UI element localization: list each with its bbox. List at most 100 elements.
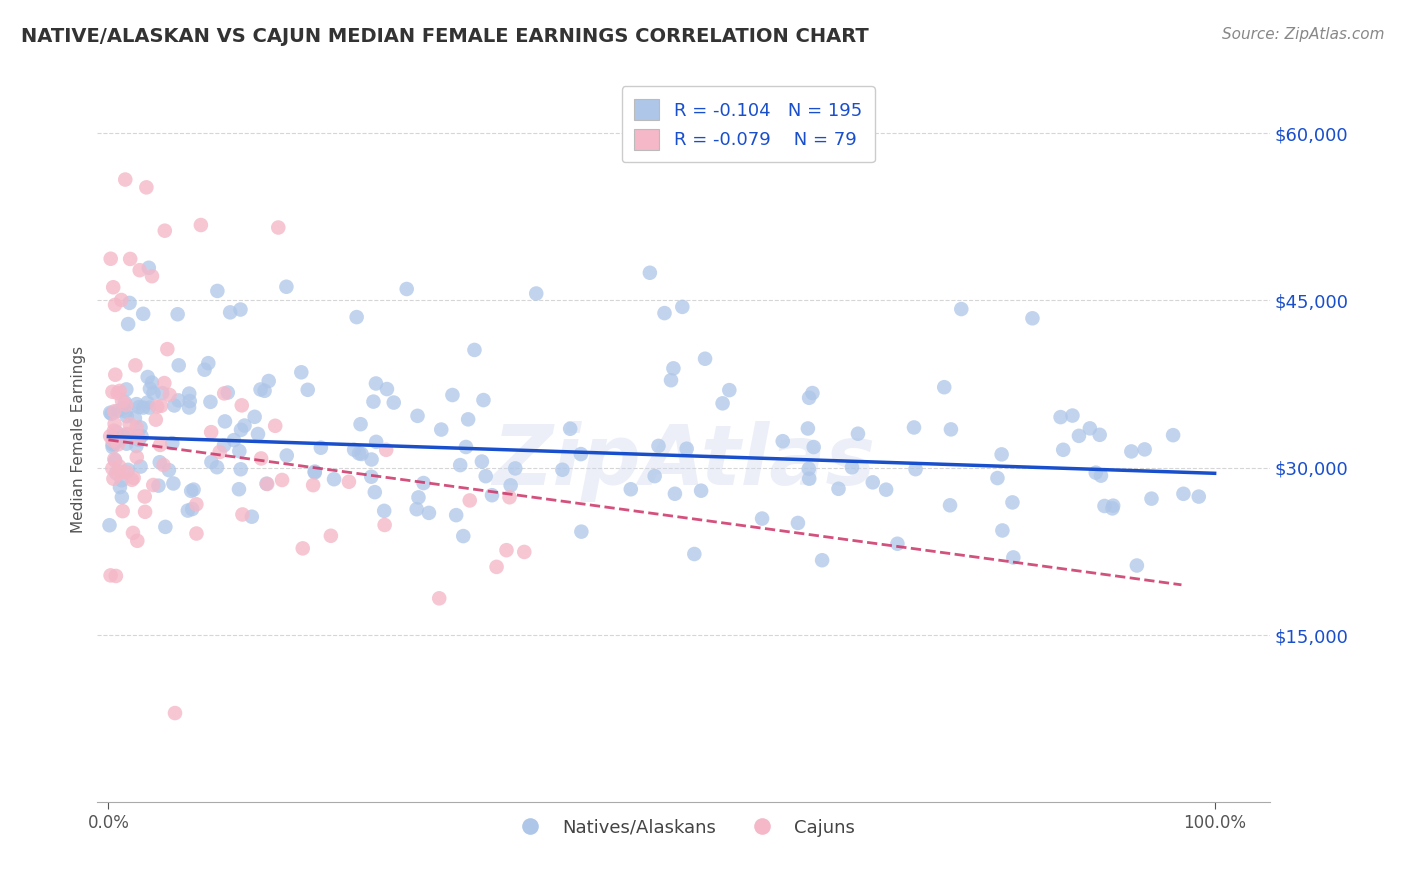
Point — [129, 420, 152, 434]
Point — [862, 475, 884, 490]
Point — [124, 411, 146, 425]
Point — [659, 373, 682, 387]
Point — [104, 417, 127, 431]
Point — [427, 591, 450, 606]
Point — [1133, 442, 1156, 457]
Point — [127, 429, 149, 443]
Point — [115, 436, 138, 450]
Text: ZipAtlas: ZipAtlas — [492, 421, 875, 502]
Point — [153, 376, 176, 390]
Point — [108, 459, 131, 474]
Point — [683, 547, 706, 561]
Point — [98, 429, 121, 443]
Point — [886, 537, 908, 551]
Point — [875, 483, 897, 497]
Text: Source: ZipAtlas.com: Source: ZipAtlas.com — [1222, 27, 1385, 42]
Point — [129, 459, 152, 474]
Point — [179, 394, 201, 409]
Point — [408, 491, 430, 505]
Point — [150, 386, 173, 401]
Point — [1001, 495, 1024, 509]
Point — [256, 476, 278, 491]
Point — [146, 400, 169, 414]
Point — [347, 446, 370, 460]
Point — [364, 485, 387, 500]
Point — [1067, 429, 1090, 443]
Point — [309, 441, 332, 455]
Point — [101, 437, 124, 451]
Point — [108, 433, 131, 447]
Point — [986, 471, 1008, 485]
Point — [103, 424, 125, 438]
Point — [846, 426, 869, 441]
Point — [156, 342, 179, 356]
Point — [297, 383, 319, 397]
Point — [163, 399, 186, 413]
Point — [142, 478, 165, 492]
Point — [797, 391, 820, 405]
Point — [250, 451, 273, 466]
Point — [503, 461, 526, 475]
Point — [246, 427, 269, 442]
Point — [474, 469, 496, 483]
Point — [127, 431, 149, 445]
Point — [200, 395, 222, 409]
Point — [148, 478, 170, 492]
Point — [149, 438, 172, 452]
Point — [229, 462, 252, 476]
Point — [105, 466, 128, 480]
Point — [179, 386, 201, 401]
Point — [481, 488, 503, 502]
Point — [463, 343, 485, 357]
Point — [654, 306, 676, 320]
Point — [693, 351, 716, 366]
Point — [664, 487, 686, 501]
Point — [375, 382, 398, 396]
Point — [115, 427, 138, 442]
Point — [114, 172, 136, 186]
Point — [110, 293, 132, 307]
Point — [1021, 311, 1043, 326]
Point — [457, 412, 479, 426]
Point — [152, 458, 174, 472]
Point — [343, 442, 366, 457]
Point — [200, 455, 222, 469]
Point — [406, 409, 429, 423]
Point — [125, 420, 148, 434]
Point — [366, 434, 388, 449]
Point — [101, 440, 124, 454]
Point — [498, 490, 520, 504]
Point — [115, 465, 138, 479]
Point — [939, 498, 962, 512]
Point — [150, 399, 173, 413]
Point — [131, 429, 153, 443]
Point — [772, 434, 794, 449]
Point — [454, 440, 477, 454]
Point — [690, 483, 713, 498]
Point — [382, 395, 405, 409]
Point — [231, 398, 253, 412]
Point — [111, 473, 134, 487]
Point — [291, 541, 314, 556]
Point — [569, 524, 592, 539]
Point — [136, 395, 159, 409]
Point — [257, 374, 280, 388]
Point — [485, 560, 508, 574]
Point — [395, 282, 418, 296]
Point — [107, 386, 129, 401]
Point — [214, 414, 236, 428]
Point — [1161, 428, 1184, 442]
Point — [256, 477, 278, 491]
Point — [364, 376, 387, 391]
Point — [149, 455, 172, 469]
Point — [267, 220, 290, 235]
Point — [302, 478, 325, 492]
Point — [950, 301, 973, 316]
Point — [811, 553, 834, 567]
Point — [374, 518, 396, 533]
Point — [200, 425, 222, 439]
Point — [903, 420, 925, 434]
Point — [644, 469, 666, 483]
Point — [304, 466, 326, 480]
Point — [111, 393, 134, 408]
